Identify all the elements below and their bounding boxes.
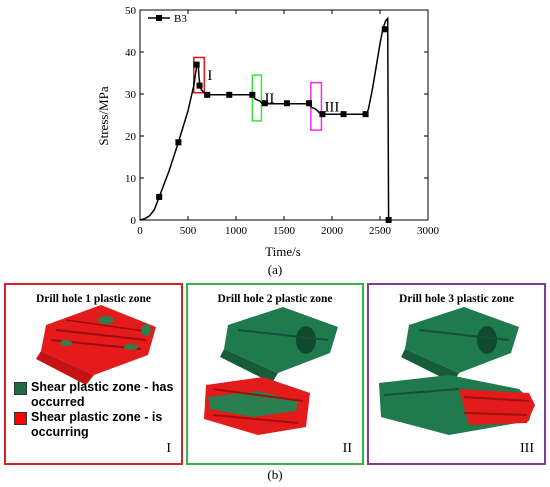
legend-label-red: Shear plastic zone - is occurring	[31, 410, 163, 439]
y-tick-label: 40	[125, 47, 137, 59]
plastic-zone-model-image	[36, 305, 156, 385]
panel-roman-label: III	[520, 441, 534, 456]
panel-title: Drill hole 3 plastic zone	[399, 293, 514, 305]
region-label-3: III	[324, 99, 339, 115]
panel-roman-label: II	[342, 441, 352, 456]
legend-label-green: Shear plastic zone - has occurred	[31, 380, 174, 409]
region-box-1	[193, 56, 206, 94]
y-tick-label: 20	[125, 131, 137, 143]
x-tick-label: 2000	[321, 225, 344, 237]
data-point	[175, 139, 182, 146]
panel-title: Drill hole 2 plastic zone	[217, 293, 333, 305]
y-axis-label: Stress/MPa	[96, 86, 111, 145]
data-point	[196, 82, 203, 89]
legend-label: B3	[174, 13, 187, 25]
panel-drill-hole-2: Drill hole 2 plastic zone II	[186, 283, 364, 465]
region-box-2	[251, 74, 263, 122]
region-label-1: I	[207, 68, 212, 84]
y-tick-label: 10	[125, 173, 137, 185]
data-point	[226, 91, 233, 98]
data-point	[261, 100, 268, 107]
caption-b: (b)	[267, 467, 283, 482]
caption-a: (a)	[267, 262, 283, 277]
region-box-3	[310, 81, 323, 131]
plot-frame	[139, 9, 429, 221]
data-point	[204, 91, 211, 98]
x-axis-label: Time/s	[265, 244, 301, 259]
y-tick-label: 30	[125, 89, 137, 101]
data-point	[381, 26, 388, 33]
x-tick-label: 2500	[369, 225, 392, 237]
stress-time-chart: 0 500 1000 1500 2000 2500 300001020304050IIIII…	[96, 5, 440, 259]
plastic-zone-model-image	[204, 307, 338, 435]
x-tick-label: 1000	[225, 225, 248, 237]
data-point	[283, 100, 290, 107]
x-tick-label: 1500	[273, 225, 296, 237]
data-point	[249, 91, 256, 98]
legend-swatch-red	[14, 412, 27, 425]
y-tick-label: 50	[125, 5, 137, 17]
legend-marker	[156, 15, 162, 21]
panel-roman-label: I	[166, 441, 171, 456]
x-tick-label: 3000	[417, 225, 440, 237]
region-label-2: II	[264, 91, 274, 107]
series-line-B3	[139, 16, 390, 221]
plastic-zone-model-image	[379, 307, 535, 435]
x-tick-label: 500	[180, 225, 197, 237]
data-point	[340, 111, 347, 118]
panel-drill-hole-3: Drill hole 3 plastic zone III	[367, 283, 546, 465]
data-point	[319, 111, 326, 118]
panel-drill-hole-1: Drill hole 1 plastic zone Shear plastic …	[4, 283, 183, 465]
y-tick-label: 0	[131, 215, 137, 227]
legend-swatch-green	[14, 382, 27, 395]
data-point	[156, 193, 163, 200]
data-point	[193, 61, 200, 68]
data-point	[362, 111, 369, 118]
data-point	[305, 100, 312, 107]
x-tick-label: 0	[137, 225, 143, 237]
data-point	[385, 217, 392, 223]
panel-title: Drill hole 1 plastic zone	[36, 293, 151, 305]
